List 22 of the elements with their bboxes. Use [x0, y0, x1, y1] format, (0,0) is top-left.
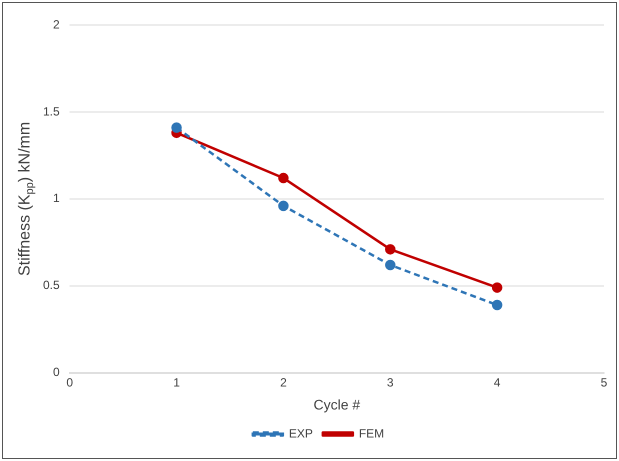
legend-label: FEM [358, 426, 384, 440]
x-tick-label: 4 [494, 375, 501, 390]
point [278, 172, 289, 184]
point [385, 260, 396, 270]
point [385, 244, 396, 255]
x-tick-label: 3 [386, 375, 394, 390]
point [492, 282, 502, 293]
x-tick-label: 1 [173, 375, 180, 390]
y-tick-label: 1 [52, 191, 60, 206]
y-axis-title: Stiffness (Kpp) kN/mm [16, 122, 36, 276]
point [492, 300, 502, 310]
y-tick-label: 0 [52, 365, 60, 380]
x-axis-title: Cycle # [313, 396, 360, 412]
point [278, 200, 289, 212]
x-tick-label: 5 [600, 375, 608, 390]
y-tick-label: 1.5 [42, 104, 60, 118]
x-tick-label: 0 [66, 375, 74, 390]
point [171, 122, 182, 133]
x-tick-label: 2 [280, 375, 288, 390]
legend-label: EXP [288, 426, 313, 440]
y-tick-label: 0.5 [42, 278, 60, 292]
y-tick-label: 2 [52, 17, 60, 32]
